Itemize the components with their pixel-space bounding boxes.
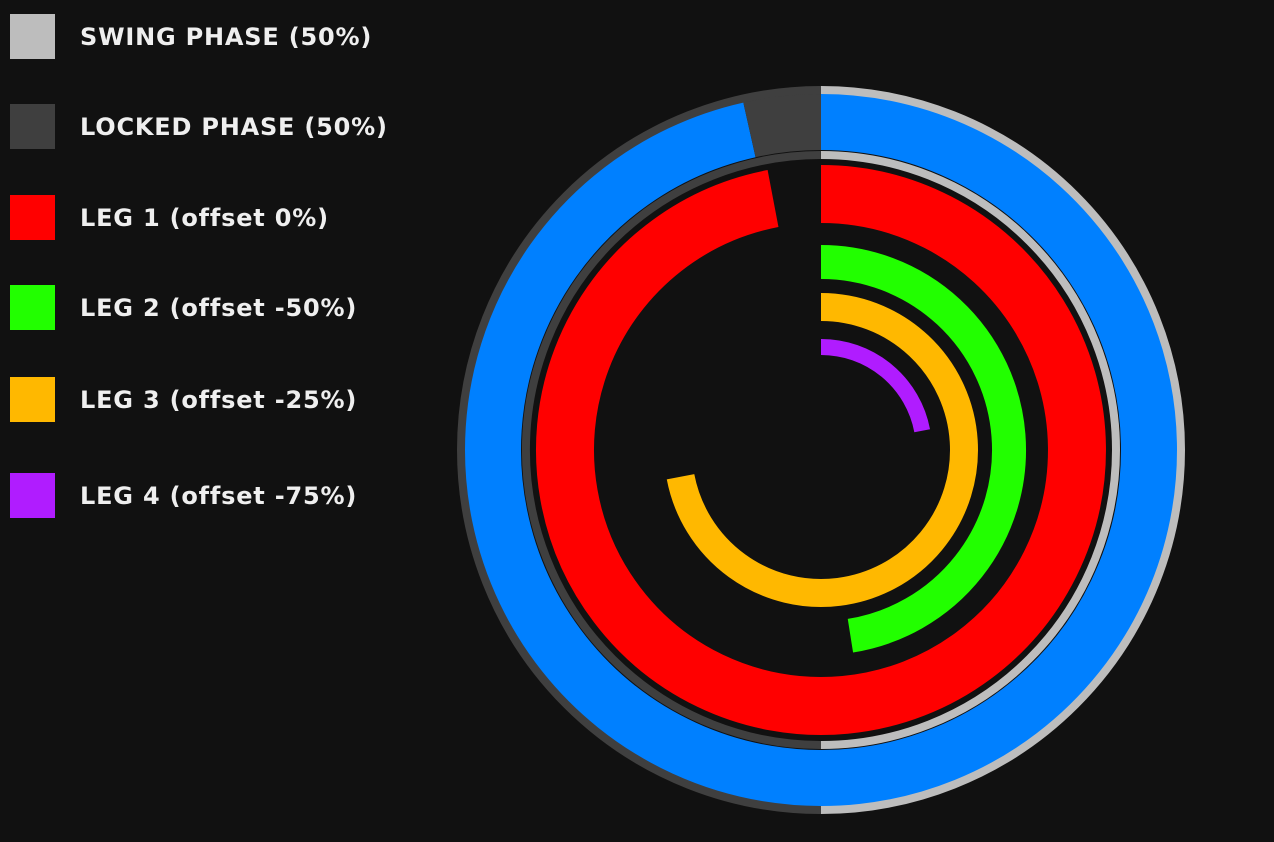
legend-label: LEG 1 (offset 0%) <box>80 204 329 232</box>
inner-swing-rim <box>820 151 1120 749</box>
leg-4-arc <box>820 339 931 433</box>
legend-item-swing-phase: SWING PHASE (50%) <box>10 14 430 60</box>
leg-3-swatch <box>10 377 55 422</box>
legend-label: LOCKED PHASE (50%) <box>80 113 388 141</box>
legend-label: LEG 2 (offset -50%) <box>80 294 358 322</box>
legend-label: LEG 3 (offset -25%) <box>80 386 358 414</box>
leg-2-arc <box>820 245 1026 653</box>
leg-2-swatch <box>10 285 55 330</box>
legend-item-leg-3: LEG 3 (offset -25%) <box>10 377 430 423</box>
leg-3-arc <box>666 293 978 607</box>
leg-1-swatch <box>10 195 55 240</box>
legend-item-leg-2: LEG 2 (offset -50%) <box>10 285 430 331</box>
leg-1-arc <box>535 165 1106 735</box>
legend-item-locked-phase: LOCKED PHASE (50%) <box>10 104 430 150</box>
legend-item-leg-4: LEG 4 (offset -75%) <box>10 473 430 519</box>
phase-notch <box>743 94 822 158</box>
locked-phase-swatch <box>10 104 55 149</box>
leg-4-swatch <box>10 473 55 518</box>
legend-item-leg-1: LEG 1 (offset 0%) <box>10 195 430 241</box>
legend-label: SWING PHASE (50%) <box>80 23 373 51</box>
outer-progress-arc <box>465 94 1177 806</box>
legend: SWING PHASE (50%) LOCKED PHASE (50%) LEG… <box>0 0 440 540</box>
swing-phase-ring <box>820 86 1185 814</box>
legend-label: LEG 4 (offset -75%) <box>80 482 358 510</box>
inner-locked-rim <box>521 151 822 749</box>
locked-phase-ring <box>457 86 822 814</box>
swing-phase-swatch <box>10 14 55 59</box>
